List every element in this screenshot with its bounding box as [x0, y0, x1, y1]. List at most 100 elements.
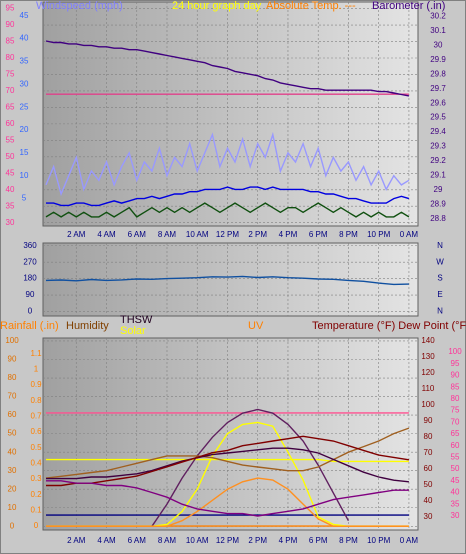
y2-tick-label: 29.3: [430, 142, 446, 151]
y-tick-label: 80: [8, 373, 17, 382]
x-tick-label: 2 PM: [248, 230, 267, 239]
x-tick-label: 0 AM: [400, 230, 419, 239]
y4-tick-label: 30: [451, 511, 460, 520]
y4-tick-label: 55: [451, 453, 460, 462]
header-label: Absolute Temp. ---: [266, 0, 356, 12]
x-tick-label: 12 PM: [216, 536, 239, 545]
y4-tick-label: 50: [451, 464, 460, 473]
y4-tick-label: 70: [451, 417, 460, 426]
y-tick-label: 50: [6, 152, 15, 161]
y2-tick-label: 29.2: [430, 156, 446, 165]
header-label: 24 hour graph day: [172, 0, 262, 12]
x-tick-label: 10 AM: [186, 230, 209, 239]
y-tick-label: 75: [6, 70, 15, 79]
x-tick-label: 6 AM: [128, 536, 147, 545]
y2-tick-label: N: [437, 307, 443, 316]
y2-tick-label: 29.7: [430, 84, 446, 93]
y2-tick-label: 30.2: [430, 12, 446, 21]
header-label: Solar: [120, 325, 146, 337]
series-line: [46, 447, 409, 483]
y-tick-label: 20: [8, 484, 17, 493]
series-line: [45, 275, 409, 286]
y3-tick-label: 1.1: [30, 349, 42, 358]
series-line: [46, 458, 409, 463]
y2-tick-label: 30: [434, 40, 443, 49]
y2-tick-label: 29: [434, 185, 443, 194]
y3-tick-label: 0.1: [30, 506, 42, 515]
y2-tick-label: N: [437, 241, 443, 250]
y-tick-label: 50: [8, 429, 17, 438]
y3-tick-label: 30: [20, 79, 29, 88]
y-tick-label: 45: [6, 168, 15, 177]
y4-tick-label: 95: [451, 359, 460, 368]
y-tick-label: 70: [6, 86, 15, 95]
x-tick-label: 2 PM: [248, 536, 267, 545]
y2-tick-label: 29.1: [430, 171, 446, 180]
header-label: Temperature (°F) Dew Point (°F): [312, 320, 466, 332]
y3-tick-label: 0.8: [30, 396, 42, 405]
y3-tick-label: 1: [34, 364, 39, 373]
y3-tick-label: 45: [20, 11, 29, 20]
y2-tick-label: 28.8: [430, 214, 446, 223]
series-line: [151, 408, 350, 527]
series-line: [46, 186, 410, 207]
x-tick-label: 8 AM: [158, 230, 177, 239]
y-tick-label: 35: [6, 201, 15, 210]
y3-tick-label: 10: [20, 171, 29, 180]
y-tick-label: 60: [6, 119, 15, 128]
x-tick-label: 8 PM: [339, 230, 358, 239]
y-tick-label: 80: [6, 53, 15, 62]
y2-tick-label: 60: [424, 464, 433, 473]
y3-tick-label: 40: [20, 34, 29, 43]
y2-tick-label: S: [437, 274, 442, 283]
x-tick-label: 10 AM: [186, 536, 209, 545]
y-tick-label: 0: [10, 521, 15, 530]
y4-tick-label: 90: [451, 371, 460, 380]
y2-tick-label: 29.6: [430, 98, 446, 107]
y4-tick-label: 40: [451, 488, 460, 497]
series-line: [45, 131, 410, 197]
y2-tick-label: 80: [424, 432, 433, 441]
y-tick-label: 100: [5, 336, 19, 345]
x-tick-label: 4 PM: [279, 230, 298, 239]
y-tick-label: 180: [23, 274, 37, 283]
y2-tick-label: 29.9: [430, 55, 446, 64]
y4-tick-label: 80: [451, 394, 460, 403]
y3-tick-label: 0.7: [30, 411, 42, 420]
y3-tick-label: 0: [34, 521, 39, 530]
x-tick-label: 6 AM: [128, 230, 147, 239]
y-tick-label: 360: [23, 241, 37, 250]
y-tick-label: 95: [6, 4, 15, 13]
y2-tick-label: 29.5: [430, 113, 446, 122]
y-tick-label: 30: [8, 466, 17, 475]
y4-tick-label: 35: [451, 499, 460, 508]
y-tick-label: 0: [28, 307, 33, 316]
y2-tick-label: 120: [421, 368, 435, 377]
y2-tick-label: 30: [424, 512, 433, 521]
y2-tick-label: 50: [424, 480, 433, 489]
y2-tick-label: 28.9: [430, 199, 446, 208]
y3-tick-label: 0.9: [30, 380, 42, 389]
series-line: [46, 477, 409, 527]
y2-tick-label: 70: [424, 448, 433, 457]
header-label: THSW: [120, 314, 153, 326]
x-tick-label: 10 PM: [367, 230, 390, 239]
header-label: Windspeed (mph): [36, 0, 123, 12]
header-label: Rainfall (.in): [0, 320, 59, 332]
y2-tick-label: 40: [424, 496, 433, 505]
plot-area: [42, 337, 419, 531]
y-tick-label: 40: [6, 185, 15, 194]
y3-tick-label: 0.6: [30, 427, 42, 436]
y-tick-label: 70: [8, 392, 17, 401]
y-tick-label: 90: [8, 355, 17, 364]
x-tick-label: 4 PM: [279, 536, 298, 545]
x-tick-label: 6 PM: [309, 536, 328, 545]
x-tick-label: 4 AM: [97, 536, 116, 545]
plot-area: [42, 242, 419, 317]
y-tick-label: 40: [8, 447, 17, 456]
x-tick-label: 10 PM: [367, 536, 390, 545]
x-tick-label: 2 AM: [67, 230, 86, 239]
y3-tick-label: 25: [20, 102, 29, 111]
y2-tick-label: W: [436, 257, 444, 266]
